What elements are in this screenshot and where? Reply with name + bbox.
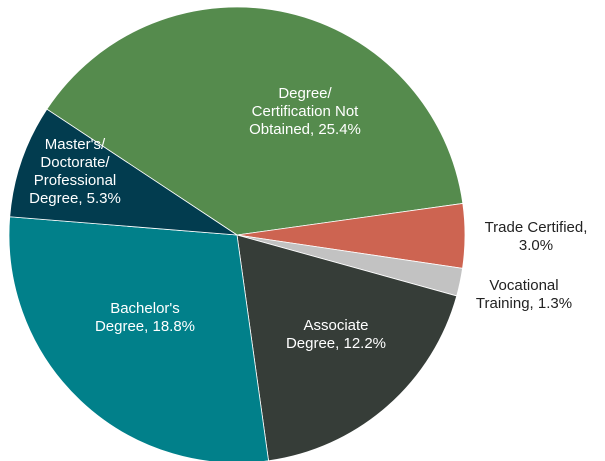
pie-slice (8, 216, 269, 461)
slice-label: Vocational Training, 1.3% (475, 277, 573, 312)
pie-slice (236, 234, 458, 461)
slice-label-box: Vocational Training, 1.3% (475, 277, 573, 312)
pie-slice (46, 6, 464, 236)
slice-label: Trade Certified, 3.0% (484, 219, 588, 254)
slice-label: Master's/ Doctorate/ Professional Degree… (29, 136, 121, 207)
slice-label: Associate Degree, 12.2% (285, 317, 387, 352)
slice-label-box: Trade Certified, 3.0% (484, 219, 588, 254)
slice-label-box: Associate Degree, 12.2% (285, 317, 387, 352)
slice-label: Bachelor's Degree, 18.8% (94, 300, 196, 335)
slice-label-box: Bachelor's Degree, 18.8% (94, 300, 196, 335)
pie-slice (9, 108, 238, 236)
slice-label: Degree/ Certification Not Obtained, 25.4… (249, 85, 361, 138)
slice-label-box: Degree/ Certification Not Obtained, 25.4… (249, 85, 361, 138)
slice-label-box: Master's/ Doctorate/ Professional Degree… (29, 136, 121, 207)
